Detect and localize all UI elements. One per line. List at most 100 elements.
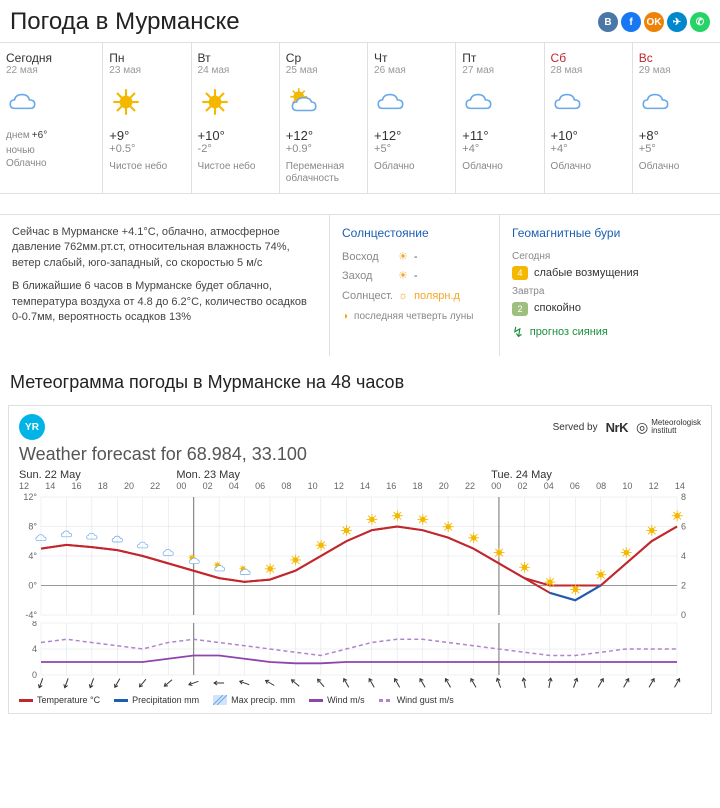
chart-hour-label: 06 xyxy=(570,481,596,491)
svg-text:8°: 8° xyxy=(28,522,37,532)
day-card-0[interactable]: Сегодня 22 мая днем+6°ночью Облачно xyxy=(0,43,103,193)
svg-text:0°: 0° xyxy=(28,581,37,591)
day-card-3[interactable]: Ср 25 мая +12°+0.9° Переменная облачност… xyxy=(280,43,368,193)
solstice-icon: ☼ xyxy=(398,289,408,304)
geo-title: Геомагнитные бури xyxy=(512,225,708,242)
day-name: Сегодня xyxy=(6,51,96,65)
nrk-logo: NrK xyxy=(606,420,628,435)
geo-tomorrow-text: спокойно xyxy=(534,301,581,316)
day-date: 22 мая xyxy=(6,65,96,76)
served-by-label: Served by xyxy=(553,422,598,433)
day-name: Чт xyxy=(374,51,449,65)
day-name: Ср xyxy=(286,51,361,65)
chart-hour-label: 00 xyxy=(176,481,202,491)
svg-text:6: 6 xyxy=(681,522,686,532)
day-date: 26 мая xyxy=(374,65,449,76)
day-date: 27 мая xyxy=(462,65,537,76)
weather-icon xyxy=(639,84,714,120)
day-desc: Облачно xyxy=(639,161,714,173)
chart-hour-label: 08 xyxy=(281,481,307,491)
wind-chart: 048 xyxy=(19,621,699,691)
geo-tomorrow-label: Завтра xyxy=(512,285,708,299)
chart-hour-label: 22 xyxy=(465,481,491,491)
day-date: 23 мая xyxy=(109,65,184,76)
weather-icon xyxy=(286,84,361,120)
geo-today-label: Сегодня xyxy=(512,250,708,264)
day-name: Сб xyxy=(551,51,626,65)
sun-title: Солнцестояние xyxy=(342,225,487,242)
chart-hour-label: 14 xyxy=(45,481,71,491)
day-name: Вт xyxy=(198,51,273,65)
meteogram-subtitle: Weather forecast for 68.984, 33.100 xyxy=(19,444,701,465)
now-block: Сейчас в Мурманске +4.1°C, облачно, атмо… xyxy=(0,215,330,356)
day-desc: Облачно xyxy=(374,161,449,173)
day-desc: Облачно xyxy=(551,161,626,173)
temperature-chart: -4°0°4°8°12°02468 xyxy=(19,491,699,621)
social-fb[interactable]: f xyxy=(621,12,641,32)
social-wa[interactable]: ✆ xyxy=(690,12,710,32)
chart-hour-label: 18 xyxy=(413,481,439,491)
sun-block: Солнцестояние Восход☀- Заход☀- Солнцест.… xyxy=(330,215,500,356)
moon-icon: ◑ xyxy=(342,310,348,324)
chart-hour-label: 12 xyxy=(649,481,675,491)
meteogram-title: Метеограмма погоды в Мурманске на 48 час… xyxy=(0,356,720,399)
chart-day-label: Sun. 22 May xyxy=(19,469,176,481)
legend-item: Wind gust m/s xyxy=(379,695,454,705)
sunset-value: - xyxy=(414,269,418,284)
day-card-5[interactable]: Пт 27 мая +11°+4° Облачно xyxy=(456,43,544,193)
chart-hour-label: 04 xyxy=(229,481,255,491)
day-card-6[interactable]: Сб 28 мая +10°+4° Облачно xyxy=(545,43,633,193)
chart-hour-label: 20 xyxy=(124,481,150,491)
sunrise-value: - xyxy=(414,250,418,265)
day-date: 28 мая xyxy=(551,65,626,76)
chart-hour-label: 10 xyxy=(622,481,648,491)
day-name: Вс xyxy=(639,51,714,65)
day-desc: Облачно xyxy=(462,161,537,173)
social-tg[interactable]: ✈ xyxy=(667,12,687,32)
meteogram-box: YR Served by NrK ◎Meteorologiskinstitutt… xyxy=(8,405,712,714)
legend-item: Precipitation mm xyxy=(114,695,199,705)
svg-text:4°: 4° xyxy=(28,551,37,561)
now-text-2: В ближайшие 6 часов в Мурманске будет об… xyxy=(12,279,317,325)
svg-text:4: 4 xyxy=(32,644,37,654)
svg-text:2: 2 xyxy=(681,581,686,591)
chart-hour-label: 02 xyxy=(203,481,229,491)
day-date: 24 мая xyxy=(198,65,273,76)
weather-icon xyxy=(462,84,537,120)
now-text-1: Сейчас в Мурманске +4.1°C, облачно, атмо… xyxy=(12,225,317,271)
geo-today-text: слабые возмущения xyxy=(534,266,639,281)
day-desc: Облачно xyxy=(6,158,96,170)
day-card-7[interactable]: Вс 29 мая +8°+5° Облачно xyxy=(633,43,720,193)
sunrise-icon: ☀ xyxy=(398,250,408,265)
chart-hour-label: 14 xyxy=(675,481,701,491)
day-card-2[interactable]: Вт 24 мая +10°-2° Чистое небо xyxy=(192,43,280,193)
social-ok[interactable]: OK xyxy=(644,12,664,32)
day-date: 29 мая xyxy=(639,65,714,76)
svg-text:4: 4 xyxy=(681,551,686,561)
chart-day-label: Tue. 24 May xyxy=(491,469,701,481)
aurora-link[interactable]: прогноз сияния xyxy=(530,325,608,340)
social-icons: BfOK✈✆ xyxy=(598,12,710,32)
chart-hour-label: 16 xyxy=(71,481,97,491)
chart-hour-label: 20 xyxy=(439,481,465,491)
chart-hour-label: 14 xyxy=(360,481,386,491)
chart-hour-label: 04 xyxy=(544,481,570,491)
sunset-icon: ☀ xyxy=(398,269,408,284)
svg-text:12°: 12° xyxy=(23,492,37,502)
social-vk[interactable]: B xyxy=(598,12,618,32)
day-card-1[interactable]: Пн 23 мая +9°+0.5° Чистое небо xyxy=(103,43,191,193)
day-desc: Чистое небо xyxy=(198,161,273,173)
mi-logo: ◎Meteorologiskinstitutt xyxy=(636,419,701,435)
day-card-4[interactable]: Чт 26 мая +12°+5° Облачно xyxy=(368,43,456,193)
sunset-label: Заход xyxy=(342,269,392,284)
legend-item: Max precip. mm xyxy=(213,695,295,705)
day-date: 25 мая xyxy=(286,65,361,76)
page-title: Погода в Мурманске xyxy=(10,8,240,36)
chart-hour-label: 18 xyxy=(98,481,124,491)
weather-icon xyxy=(6,84,96,120)
sunrise-label: Восход xyxy=(342,250,392,265)
geo-tomorrow-badge: 2 xyxy=(512,302,528,316)
chart-hour-label: 00 xyxy=(491,481,517,491)
chart-hour-label: 02 xyxy=(517,481,543,491)
meteogram-chart: Sun. 22 MayMon. 23 MayTue. 24 May 121416… xyxy=(19,469,701,709)
